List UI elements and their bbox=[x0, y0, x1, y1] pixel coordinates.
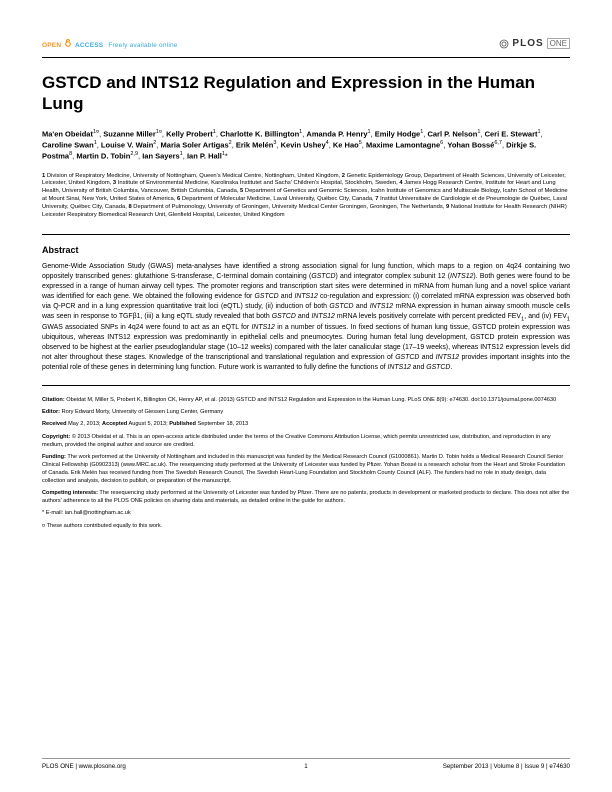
abstract-heading: Abstract bbox=[42, 245, 570, 255]
funding-label: Funding: bbox=[42, 454, 66, 460]
oa-access: ACCESS bbox=[75, 42, 103, 49]
competing-label: Competing interests: bbox=[42, 490, 98, 496]
editor-text: Rory Edward Morty, University of Giessen… bbox=[62, 409, 224, 415]
competing-text: The resequencing study performed at the … bbox=[42, 490, 569, 504]
email-line: * E-mail: ian.hall@nottingham.ac.uk bbox=[42, 509, 570, 517]
lock-open-icon bbox=[63, 38, 73, 48]
dates-line: Received May 2, 2013; Accepted August 5,… bbox=[42, 420, 570, 428]
top-rule bbox=[42, 57, 570, 58]
header-bar: OPEN ACCESS Freely available online PLOS… bbox=[42, 38, 570, 49]
published-label: Published bbox=[169, 421, 196, 427]
footer-page-number: 1 bbox=[304, 763, 307, 770]
metadata-block: Citation: Obeidat M, Miller S, Probert K… bbox=[42, 396, 570, 529]
abstract-section: Abstract Genome-Wide Association Study (… bbox=[42, 234, 570, 387]
plos-one-text: ONE bbox=[547, 38, 570, 49]
article-title: GSTCD and INTS12 Regulation and Expressi… bbox=[42, 72, 570, 115]
oa-open: OPEN bbox=[42, 42, 61, 49]
published-text: September 18, 2013 bbox=[198, 421, 249, 427]
oa-freely: Freely available online bbox=[108, 42, 177, 49]
plos-logo: PLOS ONE bbox=[499, 38, 570, 49]
copyright-text: © 2013 Obeidat et al. This is an open-ac… bbox=[42, 434, 551, 448]
accepted-text: August 5, 2013; bbox=[128, 421, 167, 427]
accepted-label: Accepted bbox=[102, 421, 127, 427]
editor-label: Editor: bbox=[42, 409, 60, 415]
editor-line: Editor: Rory Edward Morty, University of… bbox=[42, 408, 570, 416]
author-list: Ma'en Obeidat1¤, Suzanne Miller1¤, Kelly… bbox=[42, 129, 570, 163]
citation-text: Obeidat M, Miller S, Probert K, Billingt… bbox=[66, 397, 556, 403]
received-label: Received bbox=[42, 421, 67, 427]
citation-label: Citation: bbox=[42, 397, 65, 403]
open-access-tag: OPEN ACCESS Freely available online bbox=[42, 38, 178, 49]
page-footer: PLOS ONE | www.plosone.org 1 September 2… bbox=[42, 758, 570, 770]
plos-swirl-icon bbox=[499, 39, 509, 49]
copyright-line: Copyright: © 2013 Obeidat et al. This is… bbox=[42, 433, 570, 449]
competing-line: Competing interests: The resequencing st… bbox=[42, 489, 570, 505]
funding-text: The work performed at the University of … bbox=[42, 454, 565, 484]
funding-line: Funding: The work performed at the Unive… bbox=[42, 453, 570, 485]
received-text: May 2, 2013; bbox=[68, 421, 100, 427]
abstract-body: Genome-Wide Association Study (GWAS) met… bbox=[42, 262, 570, 374]
copyright-label: Copyright: bbox=[42, 434, 70, 440]
affiliations: 1 Division of Respiratory Medicine, Univ… bbox=[42, 173, 570, 220]
footer-left: PLOS ONE | www.plosone.org bbox=[42, 763, 126, 770]
citation-line: Citation: Obeidat M, Miller S, Probert K… bbox=[42, 396, 570, 404]
plos-text: PLOS bbox=[512, 38, 543, 49]
footer-right: September 2013 | Volume 8 | Issue 9 | e7… bbox=[443, 763, 570, 770]
equal-contrib-line: ¤ These authors contributed equally to t… bbox=[42, 522, 570, 530]
